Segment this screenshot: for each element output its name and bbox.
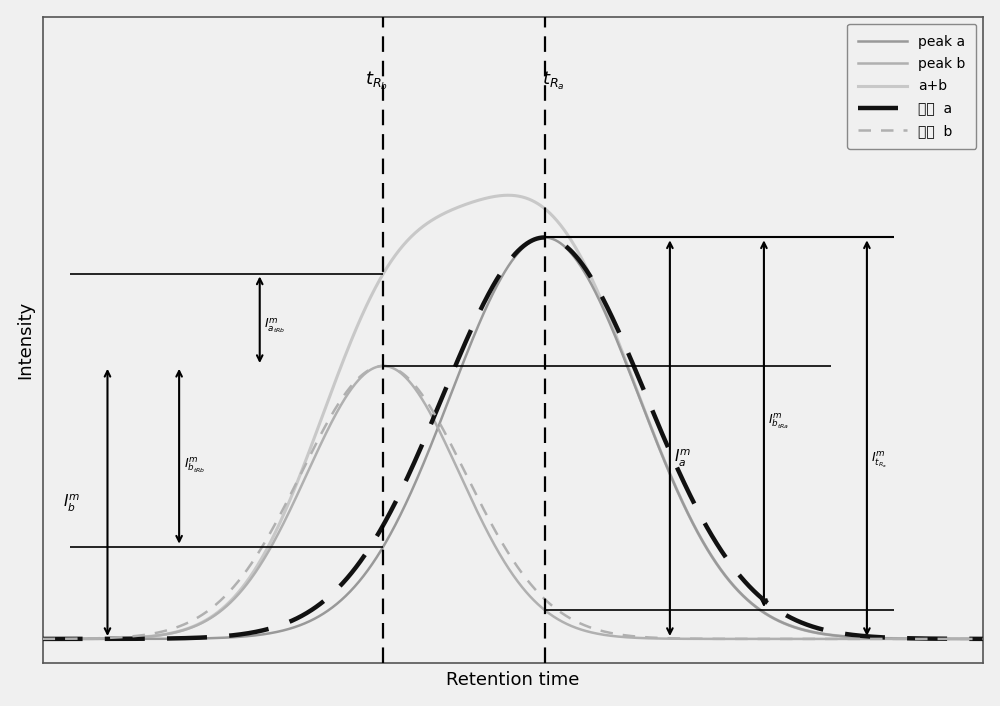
模拟  a (471, 312, 483, 321)
peak a (768, 614, 780, 623)
Text: $t_{R_a}$: $t_{R_a}$ (542, 70, 565, 92)
peak a (445, 390, 457, 398)
peak b (42, 635, 54, 643)
a+b (471, 196, 483, 205)
peak b (949, 635, 961, 643)
a+b (977, 635, 989, 643)
模拟  b (949, 635, 961, 643)
Text: $I_a^m$: $I_a^m$ (674, 448, 692, 469)
peak b (949, 635, 961, 643)
peak b (977, 635, 989, 643)
a+b (0, 635, 4, 643)
模拟  a (42, 635, 54, 643)
a+b (445, 206, 457, 215)
模拟  b (472, 493, 484, 502)
Text: $I_{b_{tRb}}^m$: $I_{b_{tRb}}^m$ (184, 456, 205, 475)
peak a (949, 635, 961, 643)
Text: $I_{b_{tRa}}^m$: $I_{b_{tRa}}^m$ (768, 412, 790, 431)
peak a (977, 635, 989, 643)
Y-axis label: Intensity: Intensity (17, 301, 35, 379)
a+b (768, 614, 780, 623)
Line: a+b: a+b (0, 196, 983, 639)
X-axis label: Retention time: Retention time (446, 671, 580, 689)
a+b (949, 635, 961, 643)
peak a (0, 635, 4, 643)
模拟  b (446, 441, 458, 450)
Text: $t_{R_b}$: $t_{R_b}$ (365, 70, 388, 92)
Line: 模拟  a: 模拟 a (0, 237, 983, 639)
Legend: peak a, peak b, a+b, 模拟  a, 模拟  b: peak a, peak b, a+b, 模拟 a, 模拟 b (847, 23, 976, 149)
模拟  b (0, 635, 4, 643)
模拟  b (768, 635, 780, 643)
Text: $I_{a_{tRb}}^m$: $I_{a_{tRb}}^m$ (264, 316, 286, 335)
模拟  b (377, 361, 389, 370)
Line: peak b: peak b (0, 366, 983, 639)
模拟  b (42, 635, 54, 643)
模拟  a (539, 233, 551, 241)
模拟  a (949, 635, 961, 643)
peak a (471, 324, 483, 333)
a+b (502, 191, 514, 200)
peak b (472, 508, 484, 517)
peak a (42, 635, 54, 643)
Line: peak a: peak a (0, 237, 983, 639)
Text: $I_b^m$: $I_b^m$ (63, 493, 80, 515)
Text: $I_{t_{R_a}}^m$: $I_{t_{R_a}}^m$ (871, 450, 887, 470)
peak b (377, 361, 389, 370)
a+b (949, 635, 961, 643)
模拟  b (977, 635, 989, 643)
模拟  a (977, 635, 989, 643)
模拟  a (445, 371, 457, 380)
peak a (949, 635, 961, 643)
peak b (446, 452, 458, 460)
a+b (42, 635, 54, 643)
peak b (768, 635, 780, 643)
模拟  b (949, 635, 961, 643)
模拟  a (0, 635, 4, 643)
模拟  a (768, 604, 780, 612)
peak a (539, 233, 551, 241)
Line: 模拟  b: 模拟 b (0, 366, 983, 639)
peak b (0, 635, 4, 643)
模拟  a (949, 635, 961, 643)
